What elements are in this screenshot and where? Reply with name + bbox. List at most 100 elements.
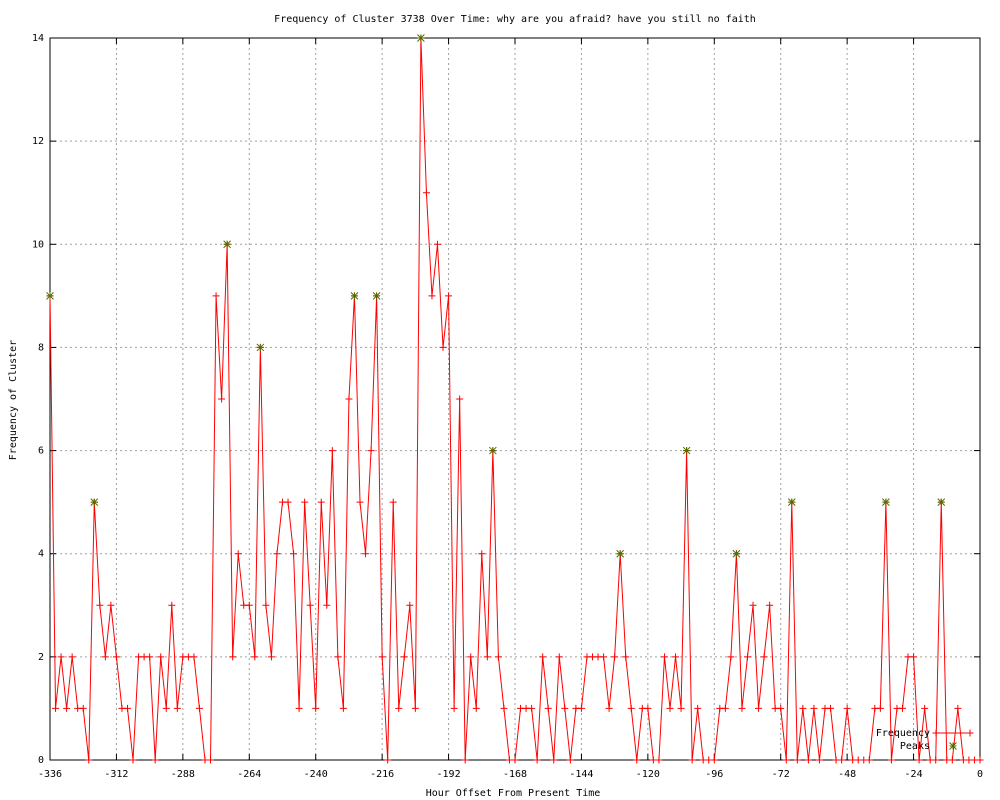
point-marker [267, 653, 275, 661]
point-marker [218, 395, 226, 403]
point-marker [976, 756, 984, 764]
point-marker [483, 653, 491, 661]
point-marker [605, 704, 613, 712]
point-marker [456, 395, 464, 403]
y-tick-label: 6 [38, 446, 44, 457]
y-tick-label: 2 [38, 652, 44, 663]
y-tick-label: 4 [38, 549, 44, 560]
point-marker [755, 704, 763, 712]
point-marker [461, 756, 469, 764]
legend-marker [966, 729, 974, 737]
x-tick-label: -144 [569, 769, 593, 780]
point-marker [954, 704, 962, 712]
point-marker [467, 653, 475, 661]
legend-marker [949, 742, 957, 750]
point-marker [107, 601, 115, 609]
x-tick-label: -72 [772, 769, 790, 780]
point-marker [478, 550, 486, 558]
point-marker [865, 756, 873, 764]
point-marker [317, 498, 325, 506]
point-marker [622, 653, 630, 661]
point-marker [744, 653, 751, 661]
chart-title: Frequency of Cluster 3738 Over Time: why… [274, 14, 756, 25]
point-marker [434, 240, 441, 248]
legend-label: Frequency [876, 728, 930, 739]
point-marker [533, 756, 541, 764]
point-marker [561, 704, 569, 712]
point-marker [290, 550, 298, 558]
point-marker [328, 447, 336, 455]
point-marker [655, 756, 663, 764]
point-marker [389, 498, 397, 506]
point-marker [124, 704, 131, 712]
point-marker [799, 704, 807, 712]
point-marker [932, 756, 940, 764]
point-marker [921, 704, 929, 712]
point-marker [146, 653, 154, 661]
x-tick-label: 0 [977, 769, 983, 780]
point-marker [384, 756, 392, 764]
point-marker [550, 756, 558, 764]
point-marker [677, 704, 685, 712]
legend-label: Peaks [900, 741, 930, 752]
point-marker [887, 756, 895, 764]
point-marker [611, 653, 619, 661]
x-tick-label: -240 [304, 769, 328, 780]
point-marker [157, 653, 165, 661]
point-marker [229, 653, 237, 661]
point-marker [616, 549, 625, 558]
x-tick-label: -264 [237, 769, 261, 780]
point-marker [168, 601, 176, 609]
point-marker [367, 447, 375, 455]
point-marker [256, 343, 265, 352]
point-marker [284, 498, 292, 506]
point-marker [96, 601, 104, 609]
point-marker [566, 756, 574, 764]
point-marker [766, 601, 774, 609]
point-marker [627, 704, 635, 712]
point-marker [273, 550, 281, 558]
point-marker [173, 704, 181, 712]
point-marker [688, 756, 696, 764]
point-marker [682, 446, 691, 455]
point-marker [732, 549, 741, 558]
point-marker [528, 704, 536, 712]
point-marker [793, 756, 801, 764]
point-marker [428, 292, 436, 300]
point-marker [544, 704, 552, 712]
y-tick-label: 0 [38, 755, 44, 766]
y-axis-label: Frequency of Cluster [8, 340, 19, 460]
point-marker [301, 498, 309, 506]
point-marker [804, 756, 812, 764]
legend-marker [932, 729, 940, 737]
point-marker [350, 292, 359, 300]
point-marker [910, 653, 918, 661]
point-marker [494, 653, 502, 661]
point-marker [439, 343, 447, 351]
point-marker [644, 704, 652, 712]
point-marker [577, 704, 585, 712]
point-marker [899, 704, 906, 712]
y-tick-label: 12 [32, 136, 44, 147]
point-marker [876, 704, 884, 712]
point-marker [738, 704, 746, 712]
y-tick-label: 8 [38, 342, 44, 353]
point-marker [411, 704, 419, 712]
point-marker [815, 756, 823, 764]
point-marker [345, 395, 353, 403]
point-marker [445, 292, 453, 300]
point-marker [727, 653, 735, 661]
point-marker [787, 498, 796, 506]
point-marker [101, 653, 109, 661]
x-tick-label: -48 [838, 769, 856, 780]
point-marker [57, 653, 65, 661]
point-marker [417, 34, 425, 42]
point-marker [472, 704, 480, 712]
point-marker [843, 704, 851, 712]
point-marker [362, 550, 370, 558]
point-marker [694, 704, 702, 712]
point-marker [151, 756, 159, 764]
point-marker [251, 653, 259, 661]
point-marker [511, 756, 519, 764]
